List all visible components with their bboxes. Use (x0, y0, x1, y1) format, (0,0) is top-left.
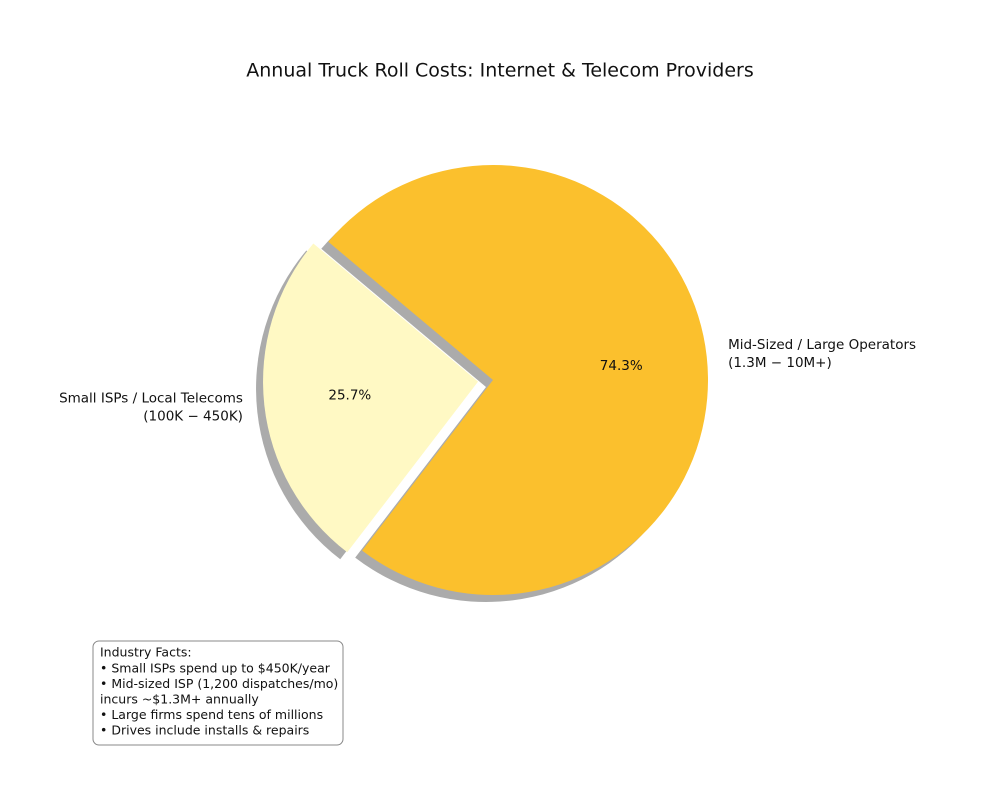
pie-slice (263, 243, 479, 553)
chart-title: Annual Truck Roll Costs: Internet & Tele… (246, 60, 754, 82)
annotation-line: • Drives include installs & repairs (100, 723, 309, 738)
annotation-line: • Mid-sized ISP (1,200 dispatches/mo) (100, 676, 338, 691)
category-label: Small ISPs / Local Telecoms (59, 390, 243, 406)
annotation-line: incurs ~$1.3M+ annually (100, 692, 259, 707)
annotation-box (92, 640, 344, 746)
category-label: (100K − 450K) (143, 408, 243, 424)
annotation-line: • Small ISPs spend up to $450K/year (100, 661, 331, 676)
pie-slice (328, 164, 708, 595)
category-label: Mid-Sized / Large Operators (728, 337, 916, 353)
value-label: 25.7% (328, 388, 371, 404)
annotation-title: Industry Facts: (100, 645, 192, 660)
annotation-line: • Large firms spend tens of millions (100, 707, 323, 722)
category-label: (1.3M − 10M+) (728, 355, 832, 371)
value-label: 74.3% (600, 358, 643, 374)
